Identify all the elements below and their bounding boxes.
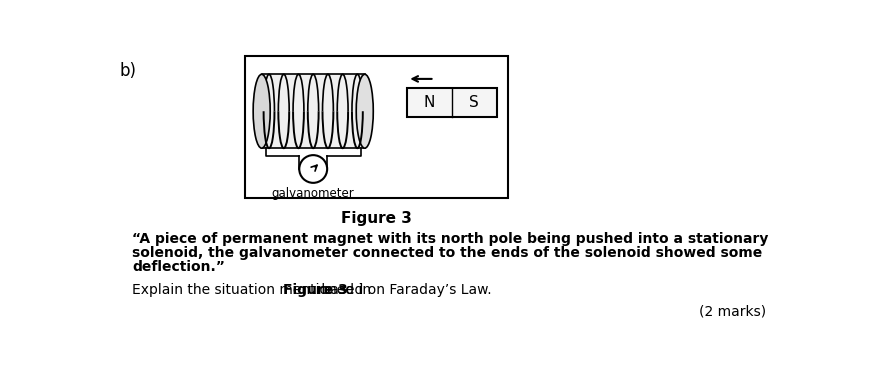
Text: (2 marks): (2 marks) [699, 305, 766, 319]
Bar [245, 56, 508, 198]
Text: deflection.”: deflection.” [133, 260, 225, 274]
Text: Figure 3: Figure 3 [283, 283, 348, 297]
Text: Explain the situation mentioned in: Explain the situation mentioned in [133, 283, 376, 297]
Text: N: N [424, 95, 435, 110]
Text: galvanometer: galvanometer [272, 187, 355, 200]
Text: solenoid, the galvanometer connected to the ends of the solenoid showed some: solenoid, the galvanometer connected to … [133, 246, 762, 260]
Text: “A piece of permanent magnet with its north pole being pushed into a stationary: “A piece of permanent magnet with its no… [133, 232, 768, 246]
Bar [407, 88, 496, 118]
Text: based on Faraday’s Law.: based on Faraday’s Law. [317, 283, 492, 297]
Text: b): b) [119, 62, 137, 80]
Ellipse shape [253, 74, 270, 148]
Text: Figure 3: Figure 3 [341, 211, 412, 225]
Circle shape [299, 155, 327, 183]
Bar [262, 74, 364, 148]
Ellipse shape [357, 74, 373, 148]
Text: S: S [469, 95, 479, 110]
